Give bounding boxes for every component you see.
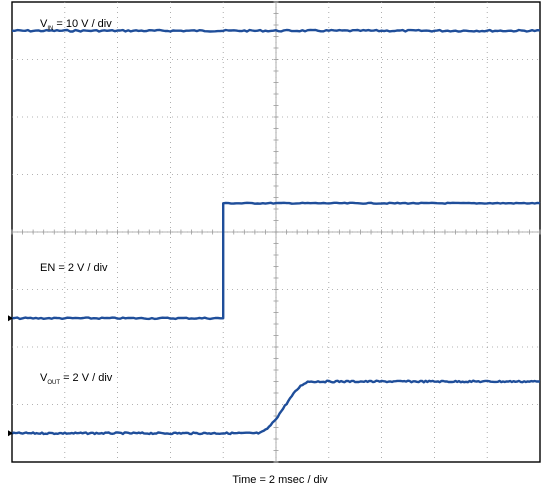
x-axis-label: Time = 2 msec / div (232, 474, 328, 486)
en-label: EN = 2 V / div (40, 262, 108, 274)
en-ground-marker (8, 315, 13, 322)
plot-grid (11, 1, 541, 463)
vout-label: VOUT = 2 V / div (40, 372, 113, 386)
en-trace (11, 201, 541, 321)
vout-ground-marker (8, 430, 13, 437)
vout-trace (11, 379, 541, 436)
vin-label: VIN = 10 V / div (40, 18, 112, 32)
traces (8, 28, 541, 437)
vin-trace (11, 28, 541, 33)
